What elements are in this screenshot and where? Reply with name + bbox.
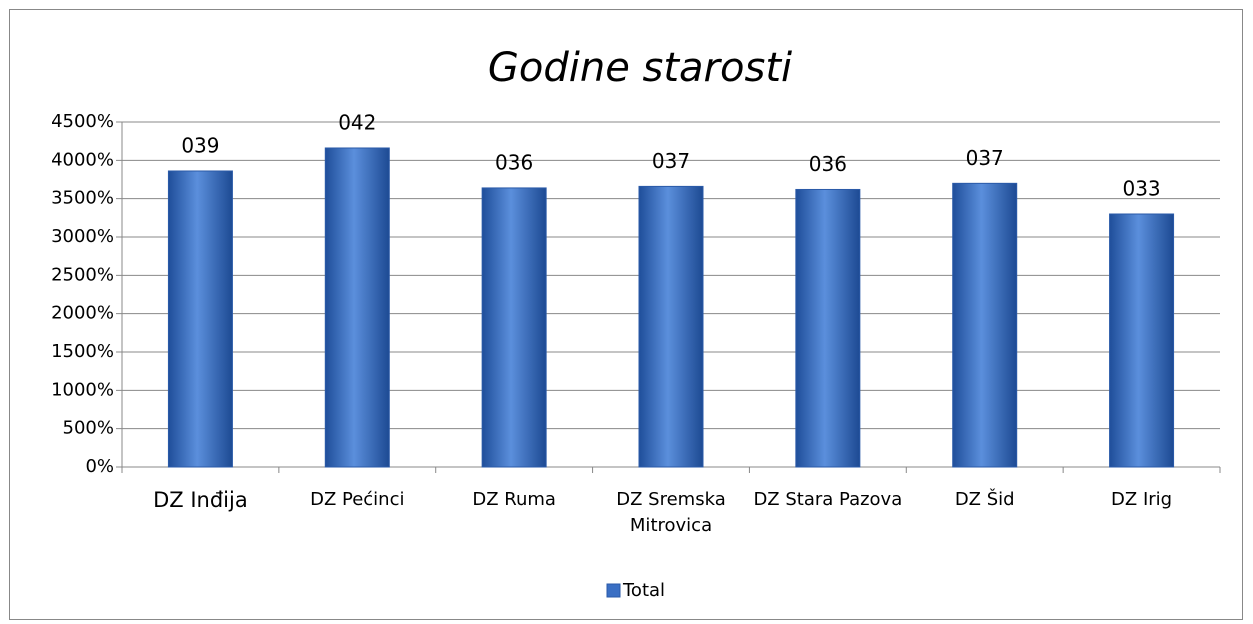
x-tick-label: DZ Inđija <box>153 488 248 512</box>
data-label: 036 <box>809 152 847 176</box>
y-tick-label: 3500% <box>51 188 114 209</box>
x-tick-label: DZ Sremska Mitrovica <box>616 489 726 536</box>
bar <box>638 185 704 468</box>
y-tick-label: 4000% <box>51 149 114 170</box>
y-tick-label: 1000% <box>51 379 114 400</box>
bar <box>167 170 233 468</box>
data-label: 037 <box>966 146 1004 170</box>
data-label: 033 <box>1122 177 1160 201</box>
data-label: 039 <box>181 133 219 157</box>
data-label: 037 <box>652 149 690 173</box>
y-tick-label: 1500% <box>51 341 114 362</box>
bar <box>481 187 547 468</box>
x-tick-label: DZ Irig <box>1111 489 1173 510</box>
y-tick-label: 4500% <box>51 111 114 132</box>
x-tick-label: DZ Ruma <box>472 489 556 510</box>
legend-label: Total <box>622 580 665 601</box>
y-tick-label: 2000% <box>51 303 114 324</box>
bar <box>324 147 390 468</box>
chart-title: Godine starosti <box>488 45 792 91</box>
y-tick-label: 2500% <box>51 264 114 285</box>
data-label: 036 <box>495 150 533 174</box>
y-tick-label: 500% <box>63 418 114 439</box>
y-tick-label: 0% <box>85 456 114 477</box>
x-tick-label: DZ Stara Pazova <box>753 489 903 510</box>
bar <box>952 182 1018 468</box>
x-tick-label: DZ Pećinci <box>310 489 405 510</box>
x-tick-label: DZ Šid <box>954 489 1015 510</box>
bar <box>1109 213 1175 468</box>
bar <box>795 188 861 468</box>
data-label: 042 <box>338 110 376 134</box>
legend-swatch <box>606 583 621 598</box>
y-tick-label: 3000% <box>51 226 114 247</box>
